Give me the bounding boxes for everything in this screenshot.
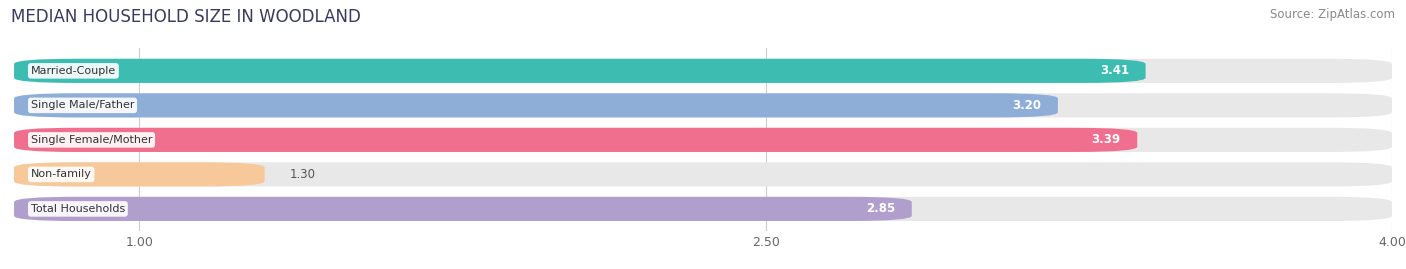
Text: 1.30: 1.30 <box>290 168 315 181</box>
Text: Married-Couple: Married-Couple <box>31 66 117 76</box>
FancyBboxPatch shape <box>14 59 1392 83</box>
FancyBboxPatch shape <box>14 128 1137 152</box>
Text: 3.39: 3.39 <box>1091 133 1121 146</box>
Text: 3.41: 3.41 <box>1099 64 1129 77</box>
Text: MEDIAN HOUSEHOLD SIZE IN WOODLAND: MEDIAN HOUSEHOLD SIZE IN WOODLAND <box>11 8 361 26</box>
FancyBboxPatch shape <box>14 162 1392 186</box>
FancyBboxPatch shape <box>14 128 1392 152</box>
Text: Source: ZipAtlas.com: Source: ZipAtlas.com <box>1270 8 1395 21</box>
Text: Non-family: Non-family <box>31 169 91 179</box>
FancyBboxPatch shape <box>14 93 1057 118</box>
FancyBboxPatch shape <box>14 197 911 221</box>
FancyBboxPatch shape <box>14 197 1392 221</box>
FancyBboxPatch shape <box>14 93 1392 118</box>
Text: 3.20: 3.20 <box>1012 99 1042 112</box>
Text: Single Female/Mother: Single Female/Mother <box>31 135 152 145</box>
Text: Single Male/Father: Single Male/Father <box>31 100 134 110</box>
Text: Total Households: Total Households <box>31 204 125 214</box>
Text: 2.85: 2.85 <box>866 202 896 215</box>
FancyBboxPatch shape <box>14 59 1146 83</box>
FancyBboxPatch shape <box>14 162 264 186</box>
